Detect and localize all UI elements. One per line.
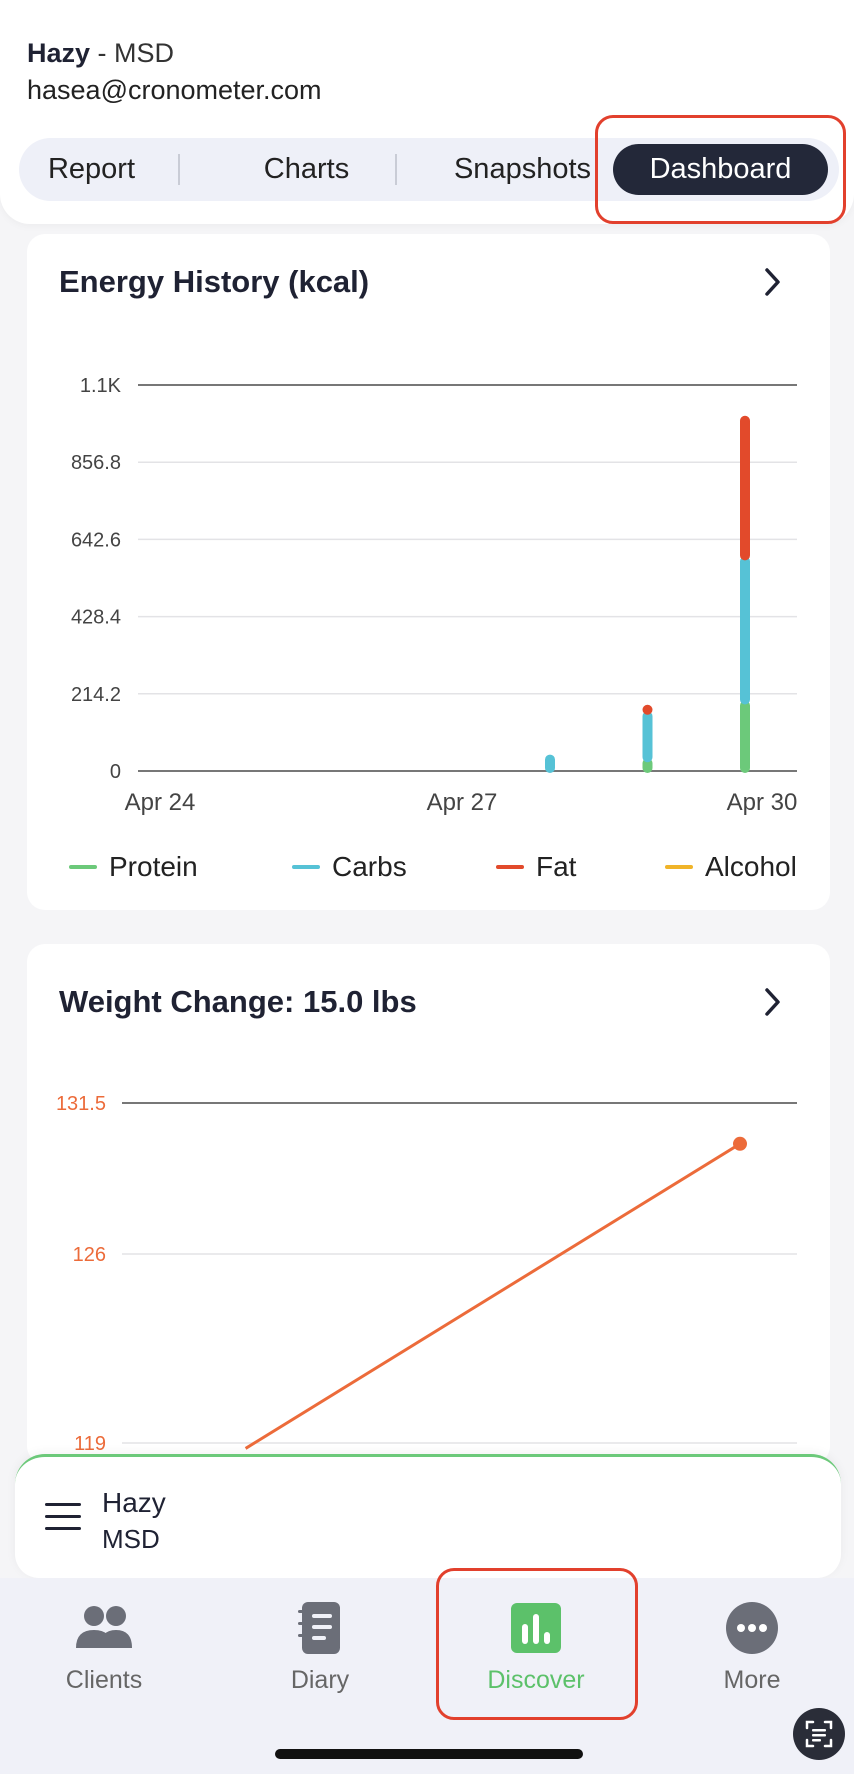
weight-y-tick-label: 119 — [74, 1433, 106, 1455]
tab-dashboard[interactable]: Dashboard — [613, 144, 828, 195]
header: Hazy - MSD hasea@cronometer.com Report C… — [0, 0, 854, 224]
client-credential: MSD — [114, 38, 175, 68]
panel-client-name: Hazy — [102, 1487, 166, 1518]
energy-history-card: Energy History (kcal) — [27, 234, 830, 910]
tab-charts[interactable]: Charts — [263, 153, 350, 185]
energy-y-tick-label: 642.6 — [71, 529, 121, 551]
energy-y-tick-label: 428.4 — [71, 607, 121, 629]
energy-y-tick-label: 1.1K — [80, 375, 122, 397]
energy-history-chart: 0 214.2 428.4 642.6 856.8 1.1K Apr 24 Apr 27 Ap… — [71, 375, 798, 816]
tab-bar: Report Charts Snapshots Dashboard — [19, 138, 839, 201]
highlight-box-discover — [436, 1568, 638, 1720]
weight-y-tick-label: 131.5 — [56, 1093, 106, 1115]
weight-change-card: Weight Change: 15.0 lbs — [27, 944, 830, 1464]
legend-swatch-carbs — [292, 865, 320, 869]
energy-bar-fat — [642, 704, 653, 715]
weight-change-title: Weight Change: 15.0 lbs — [59, 984, 417, 1019]
client-switcher-panel[interactable]: Hazy MSD — [15, 1454, 841, 1578]
tab-divider — [178, 154, 180, 185]
panel-client-credential: MSD — [102, 1524, 160, 1554]
nav-more-label: More — [723, 1666, 781, 1694]
tab-snapshots[interactable]: Snapshots — [453, 153, 592, 185]
energy-y-tick-label: 856.8 — [71, 452, 121, 474]
nav-discover[interactable]: Discover — [461, 1598, 611, 1695]
legend-swatch-fat — [496, 865, 524, 869]
legend-label-fat: Fat — [536, 851, 577, 882]
chevron-right-icon[interactable] — [757, 265, 787, 299]
energy-y-tick-label: 214.2 — [71, 684, 121, 706]
weight-change-chart: 131.5 126 119 — [56, 1093, 797, 1455]
client-name: Hazy — [27, 38, 91, 68]
legend-carbs: Carbs — [292, 851, 407, 883]
energy-history-title: Energy History (kcal) — [59, 264, 370, 299]
client-email: hasea@cronometer.com — [27, 75, 322, 105]
legend-swatch-alcohol — [665, 865, 693, 869]
client-separator: - — [90, 38, 115, 68]
highlight-box-dashboard — [595, 115, 846, 224]
scan-icon — [805, 1720, 833, 1748]
energy-x-tick-label: Apr 24 — [125, 789, 196, 816]
nav-clients[interactable]: Clients — [29, 1598, 179, 1695]
chevron-right-icon[interactable] — [757, 985, 787, 1019]
diary-icon — [298, 1602, 340, 1654]
home-indicator — [275, 1749, 583, 1759]
weight-point — [733, 1136, 747, 1151]
legend-alcohol: Alcohol — [665, 851, 797, 883]
legend-label-alcohol: Alcohol — [705, 851, 797, 882]
nav-diary[interactable]: Diary — [245, 1598, 395, 1695]
clients-icon — [76, 1606, 132, 1648]
nav-discover-label: Discover — [487, 1666, 585, 1694]
weight-y-tick-label: 126 — [73, 1244, 106, 1266]
legend-label-protein: Protein — [109, 851, 198, 882]
energy-x-tick-label: Apr 27 — [427, 789, 498, 816]
nav-clients-label: Clients — [65, 1666, 143, 1694]
hamburger-menu-icon[interactable] — [45, 1503, 81, 1531]
discover-icon — [511, 1603, 561, 1653]
client-info: Hazy - MSD — [27, 38, 174, 69]
legend-protein: Protein — [69, 851, 198, 883]
tab-divider — [395, 154, 397, 185]
nav-more[interactable]: More — [677, 1598, 827, 1695]
legend-fat: Fat — [496, 851, 576, 883]
tab-report[interactable]: Report — [47, 153, 136, 185]
nav-diary-label: Diary — [290, 1666, 350, 1694]
scan-button[interactable] — [793, 1708, 845, 1760]
bottom-nav: Clients Diary Discover More — [0, 1578, 854, 1774]
legend-label-carbs: Carbs — [332, 851, 407, 882]
weight-line — [244, 1142, 741, 1450]
energy-y-tick-label: 0 — [110, 761, 121, 783]
more-icon — [726, 1602, 778, 1654]
energy-x-tick-label: Apr 30 — [727, 789, 798, 816]
legend-swatch-protein — [69, 865, 97, 869]
